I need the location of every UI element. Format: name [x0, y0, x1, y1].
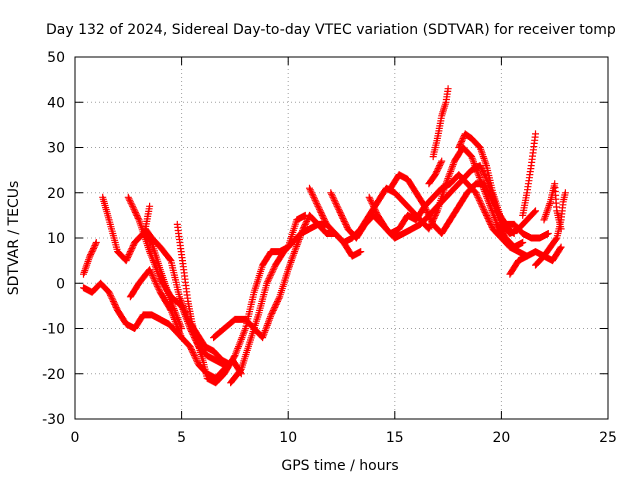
series-sat-b — [80, 239, 100, 278]
data-markers — [455, 130, 518, 237]
y-tick-label: 50 — [47, 50, 65, 66]
chart-title: Day 132 of 2024, Sidereal Day-to-day VTE… — [46, 22, 616, 38]
series-sat-o — [429, 85, 452, 161]
data-markers — [425, 157, 446, 188]
x-tick-label: 25 — [599, 430, 617, 446]
data-markers — [80, 239, 100, 278]
y-tick-label: -20 — [42, 367, 65, 383]
series-sat-t — [540, 180, 565, 233]
data-markers — [141, 202, 235, 369]
data-markers — [429, 85, 452, 161]
x-tick-label: 0 — [71, 430, 80, 446]
data-markers — [80, 279, 186, 342]
x-tick-label: 20 — [492, 430, 510, 446]
y-tick-label: 30 — [47, 141, 65, 157]
data-markers — [519, 130, 539, 219]
y-tick-label: 20 — [47, 186, 65, 202]
y-tick-label: -30 — [42, 412, 65, 428]
series-sat-p — [455, 130, 518, 237]
plot-frame — [74, 56, 609, 420]
series-sat-n — [425, 157, 446, 188]
series-sat-h — [210, 211, 365, 342]
y-tick-labels: -30 -20 -10 0 10 20 30 40 50 — [42, 50, 65, 428]
y-tick-label: -10 — [42, 322, 65, 338]
y-tick-label: 40 — [47, 95, 65, 111]
series-sat-j — [306, 184, 331, 228]
data-markers — [210, 211, 365, 342]
data-markers — [540, 180, 565, 233]
y-tick-label: 0 — [56, 276, 65, 292]
x-axis-label: GPS time / hours — [281, 458, 398, 474]
x-tick-label: 5 — [177, 430, 186, 446]
x-tick-label: 10 — [279, 430, 297, 446]
data-markers — [306, 184, 331, 228]
y-axis-label: SDTVAR / TECUs — [6, 181, 22, 296]
series-sat-a — [80, 279, 186, 342]
y-tick-label: 10 — [47, 231, 65, 247]
series-sat-r — [519, 130, 539, 219]
data-points — [80, 85, 569, 387]
x-tick-label: 15 — [386, 430, 404, 446]
series-sat-f — [141, 202, 235, 369]
x-tick-labels: 0 5 10 15 20 25 — [71, 430, 617, 446]
